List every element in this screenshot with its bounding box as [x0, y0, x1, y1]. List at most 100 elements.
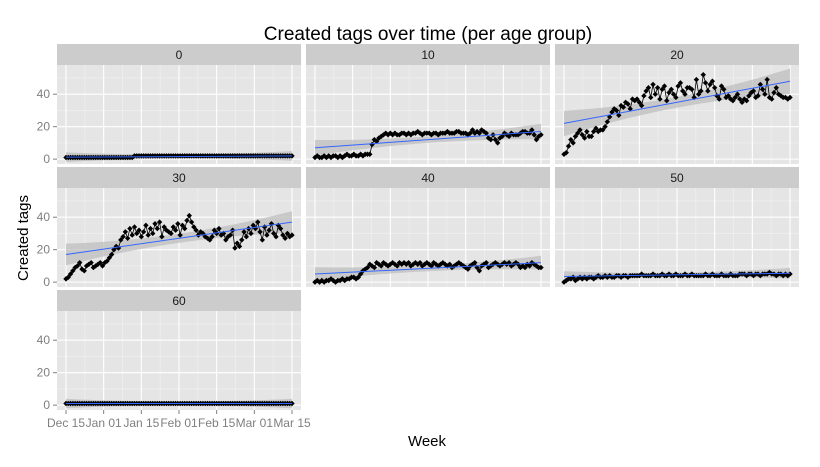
data-point	[405, 259, 412, 266]
data-point	[467, 130, 473, 136]
data-point	[750, 88, 757, 94]
data-point	[600, 127, 606, 133]
data-point	[657, 96, 663, 102]
facet-strip-label: 0	[176, 48, 183, 62]
data-point	[143, 222, 149, 229]
data-point	[127, 225, 133, 232]
data-point	[748, 89, 754, 96]
data-point	[131, 224, 138, 230]
data-point	[120, 233, 126, 240]
y-tick-label: 0	[43, 152, 50, 166]
data-point	[577, 274, 583, 280]
data-point	[371, 264, 378, 271]
data-point	[709, 78, 716, 84]
data-point	[469, 127, 476, 133]
data-point	[664, 98, 670, 104]
trend-line	[65, 221, 293, 256]
series-line	[65, 214, 293, 280]
facet-strip	[306, 44, 550, 65]
data-point	[476, 268, 483, 274]
data-point	[193, 227, 199, 233]
y-tick-label: 20	[37, 243, 51, 257]
data-point	[280, 232, 286, 238]
data-point	[577, 127, 583, 133]
y-tick-label: 0	[43, 275, 50, 289]
data-point	[611, 106, 617, 112]
data-point	[232, 245, 238, 251]
data-point	[266, 227, 272, 233]
data-point	[787, 271, 793, 277]
data-point	[689, 86, 695, 93]
data-point	[492, 136, 499, 143]
data-point	[638, 271, 645, 277]
data-point	[757, 81, 764, 88]
data-point	[579, 276, 585, 282]
data-point	[99, 263, 106, 269]
data-point	[90, 264, 97, 271]
trend-line	[314, 131, 542, 149]
trend-line	[314, 262, 542, 275]
x-tick-label: Feb 15	[198, 416, 236, 430]
data-point	[161, 224, 167, 230]
facet-strip	[57, 290, 301, 311]
data-point	[759, 86, 766, 93]
facet-panel-60: 60 0 20 40	[37, 290, 301, 412]
data-point	[134, 230, 140, 237]
data-point	[97, 259, 103, 266]
data-point	[755, 93, 761, 99]
facet-strip-label: 20	[670, 48, 684, 62]
x-tick-label: Mar 15	[273, 416, 311, 430]
data-point	[415, 128, 421, 135]
data-point	[743, 98, 750, 104]
data-point	[581, 274, 588, 280]
data-point	[150, 230, 156, 237]
data-point	[565, 143, 572, 149]
data-point	[182, 225, 188, 232]
x-tick-label: Jan 01	[86, 416, 122, 430]
data-point	[609, 109, 615, 115]
data-point	[771, 89, 777, 96]
data-point	[746, 93, 752, 99]
data-point	[526, 263, 533, 269]
data-point	[465, 266, 471, 272]
data-point	[721, 86, 727, 93]
data-point	[154, 225, 161, 232]
data-point	[718, 83, 725, 89]
data-point	[730, 98, 736, 104]
data-point	[636, 99, 643, 106]
data-point	[538, 264, 544, 271]
data-point	[654, 85, 661, 91]
data-point	[572, 277, 579, 284]
data-point	[769, 96, 775, 102]
data-point	[579, 132, 585, 138]
data-point	[446, 261, 453, 267]
data-point	[289, 232, 295, 238]
facet-strip	[57, 167, 301, 188]
data-point	[184, 217, 190, 224]
facet-strip	[555, 167, 799, 188]
data-point	[394, 263, 400, 269]
trend-line	[65, 155, 293, 158]
data-point	[766, 269, 773, 276]
x-tick-label: Jan 15	[123, 416, 159, 430]
facet-strip-label: 30	[172, 171, 186, 185]
data-point	[762, 91, 768, 97]
data-point	[373, 138, 380, 144]
data-point	[602, 123, 608, 130]
data-point	[668, 86, 674, 93]
data-point	[88, 259, 94, 266]
facet-panel-0: 0 0 20 40	[37, 44, 301, 166]
y-tick-label: 40	[37, 210, 51, 224]
data-point	[282, 235, 288, 242]
data-point	[695, 91, 702, 97]
data-point	[659, 86, 665, 93]
data-point	[364, 264, 371, 271]
data-point	[65, 274, 71, 280]
data-point	[522, 128, 528, 135]
data-point	[67, 271, 74, 277]
data-point	[156, 219, 163, 225]
data-point	[92, 263, 99, 269]
chart-title: Created tags over time (per age group)	[264, 24, 592, 45]
